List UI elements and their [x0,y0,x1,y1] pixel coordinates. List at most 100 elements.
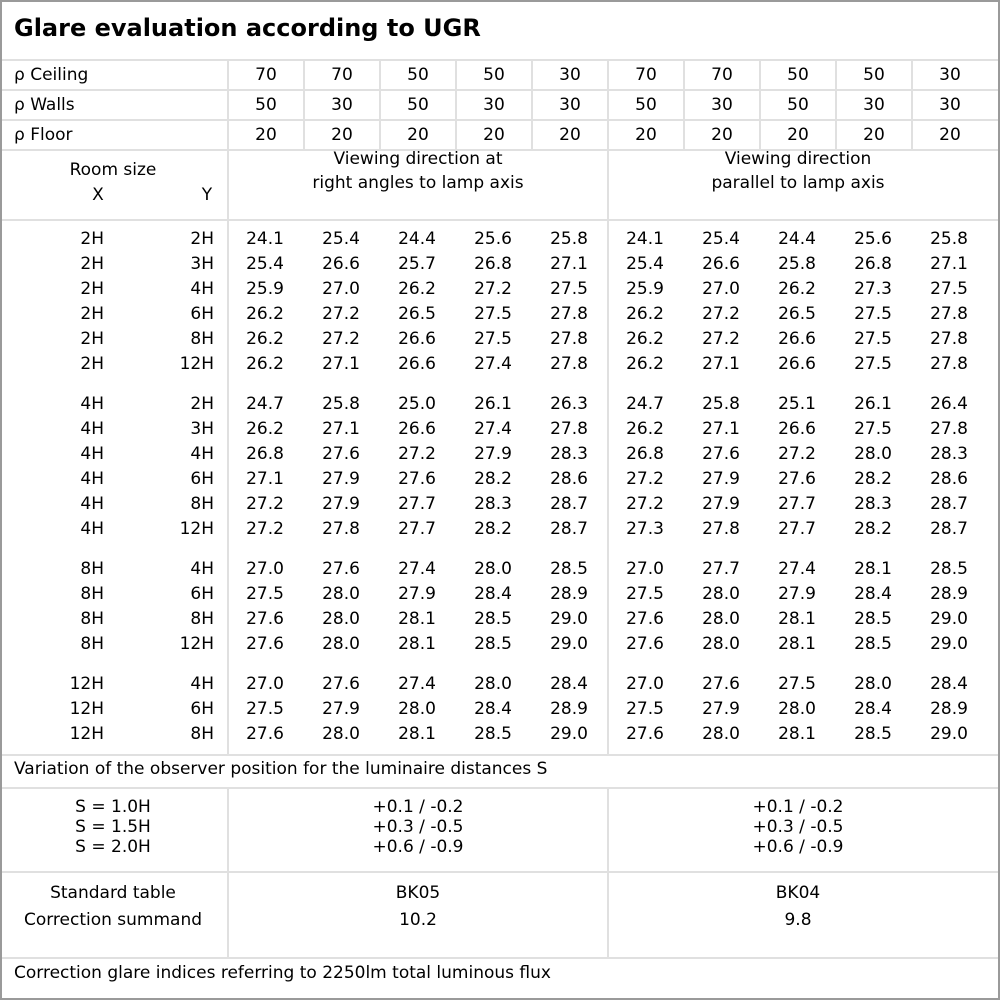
room-x: 4H [80,444,104,464]
divider [607,60,609,150]
ugr-value: 27.1 [702,354,740,374]
ugr-value: 27.1 [550,254,588,274]
room-y: 12H [179,354,214,374]
ugr-value: 28.0 [854,444,892,464]
ugr-value: 29.0 [550,609,588,629]
ugr-value: 28.0 [854,674,892,694]
ugr-value: 27.5 [626,699,664,719]
reflectance-value: 20 [407,125,429,145]
reflectance-value: 20 [787,125,809,145]
reflectance-value: 20 [635,125,657,145]
reflectance-value: 20 [711,125,733,145]
divider [2,787,998,789]
ugr-value: 28.5 [930,559,968,579]
ugr-value: 25.4 [626,254,664,274]
room-y: 6H [190,699,214,719]
ugr-value: 28.0 [322,584,360,604]
ugr-value: 25.4 [702,229,740,249]
ugr-value: 28.1 [778,609,816,629]
ugr-value: 24.4 [398,229,436,249]
ugr-value: 27.1 [322,354,360,374]
ugr-value: 25.1 [778,394,816,414]
ugr-value: 27.6 [626,634,664,654]
ugr-value: 28.1 [778,634,816,654]
ugr-value: 27.5 [246,699,284,719]
ugr-value: 27.9 [474,444,512,464]
ugr-value: 27.9 [322,494,360,514]
ugr-value: 27.9 [702,469,740,489]
ugr-value: 27.2 [778,444,816,464]
variation-dir1: +0.6 / -0.9 [372,837,464,857]
ugr-value: 28.9 [550,699,588,719]
ugr-value: 27.7 [702,559,740,579]
reflectance-label: ρ Walls [14,95,75,115]
ugr-value: 27.1 [246,469,284,489]
ugr-value: 27.8 [550,419,588,439]
divider [303,60,305,150]
divider [683,60,685,150]
room-y: 8H [190,724,214,744]
ugr-value: 27.0 [626,674,664,694]
room-y: 8H [190,494,214,514]
ugr-value: 24.1 [246,229,284,249]
reflectance-value: 50 [407,65,429,85]
ugr-value: 27.8 [930,354,968,374]
standard-table-dir1: BK05 [395,883,441,903]
ugr-value: 27.9 [322,699,360,719]
ugr-value: 27.9 [702,699,740,719]
ugr-value: 27.5 [474,304,512,324]
reflectance-value: 30 [559,65,581,85]
ugr-value: 28.0 [474,559,512,579]
ugr-value: 27.8 [702,519,740,539]
ugr-value: 28.0 [702,584,740,604]
room-x: 12H [69,724,104,744]
ugr-value: 28.7 [550,494,588,514]
reflectance-label: ρ Ceiling [14,65,89,85]
ugr-value: 27.6 [322,444,360,464]
ugr-value: 25.8 [778,254,816,274]
ugr-value: 27.2 [322,329,360,349]
ugr-value: 27.6 [398,469,436,489]
ugr-value: 26.5 [778,304,816,324]
variation-dir1: +0.3 / -0.5 [372,817,464,837]
room-x: 2H [80,279,104,299]
s-distance: S = 2.0H [75,837,151,857]
ugr-value: 27.9 [322,469,360,489]
ugr-value: 26.6 [398,329,436,349]
ugr-value: 26.8 [246,444,284,464]
ugr-value: 26.2 [246,354,284,374]
reflectance-value: 30 [939,95,961,115]
ugr-value: 27.8 [930,304,968,324]
ugr-value: 25.6 [474,229,512,249]
divider [2,957,998,959]
room-x: 8H [80,609,104,629]
ugr-value: 26.2 [626,329,664,349]
ugr-value: 27.0 [626,559,664,579]
ugr-value: 27.2 [474,279,512,299]
ugr-value: 26.6 [322,254,360,274]
ugr-value: 27.4 [398,559,436,579]
room-y: 4H [190,559,214,579]
ugr-value: 26.3 [550,394,588,414]
ugr-value: 28.0 [702,724,740,744]
room-y: 6H [190,584,214,604]
room-x: 12H [69,674,104,694]
divider [607,150,609,755]
footer-note: Correction glare indices referring to 22… [14,963,551,983]
ugr-value: 27.8 [322,519,360,539]
ugr-value: 27.0 [246,674,284,694]
page-title: Glare evaluation according to UGR [14,14,481,42]
ugr-value: 25.4 [246,254,284,274]
ugr-value: 27.1 [702,419,740,439]
ugr-value: 27.1 [322,419,360,439]
reflectance-value: 50 [407,95,429,115]
ugr-value: 26.6 [778,329,816,349]
ugr-value: 25.8 [930,229,968,249]
reflectance-value: 50 [483,65,505,85]
ugr-value: 28.2 [474,469,512,489]
ugr-value: 28.1 [778,724,816,744]
reflectance-label: ρ Floor [14,125,73,145]
room-y: 12H [179,519,214,539]
ugr-value: 26.1 [854,394,892,414]
